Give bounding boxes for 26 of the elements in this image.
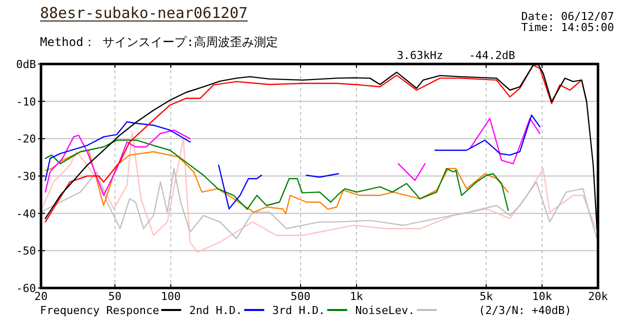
y-tick-label: 0dB bbox=[16, 58, 36, 71]
text: Time: 14:05:00 bbox=[521, 21, 614, 34]
y-tick-label: -50 bbox=[16, 244, 36, 258]
x-tick-label: 50 bbox=[108, 290, 122, 303]
legend-label: NoiseLev. bbox=[355, 304, 415, 317]
y-tick-label: -40 bbox=[16, 207, 36, 220]
y-tick-label: -60 bbox=[16, 282, 36, 295]
chart-subtitle: Method： サインスイープ:高周波歪み測定 bbox=[40, 35, 278, 49]
legend-label: Frequency Responce bbox=[40, 304, 160, 317]
x-tick-label: 20k bbox=[588, 290, 608, 303]
x-tick-label: 500 bbox=[290, 290, 310, 303]
text: 3.63kHz bbox=[396, 49, 444, 62]
x-tick-label: 1k bbox=[350, 290, 364, 303]
legend-label: 3rd H.D. bbox=[272, 304, 326, 317]
text: -44.2dB bbox=[468, 49, 516, 62]
y-tick-label: -30 bbox=[16, 170, 36, 183]
y-tick-label: -10 bbox=[16, 95, 36, 108]
text: Date: 06/12/07 bbox=[521, 10, 614, 23]
legend-label: 2nd H.D. bbox=[189, 304, 242, 317]
x-tick-label: 5k bbox=[480, 290, 494, 303]
y-tick-label: -20 bbox=[16, 132, 36, 146]
x-tick-label: 100 bbox=[160, 290, 181, 303]
text: (2/3/N: +40dB) bbox=[478, 304, 572, 317]
x-tick-label: 10k bbox=[532, 290, 552, 303]
chart-title: 88esr-subako-near061207 bbox=[40, 4, 248, 22]
x-tick-label: 20 bbox=[34, 290, 48, 303]
